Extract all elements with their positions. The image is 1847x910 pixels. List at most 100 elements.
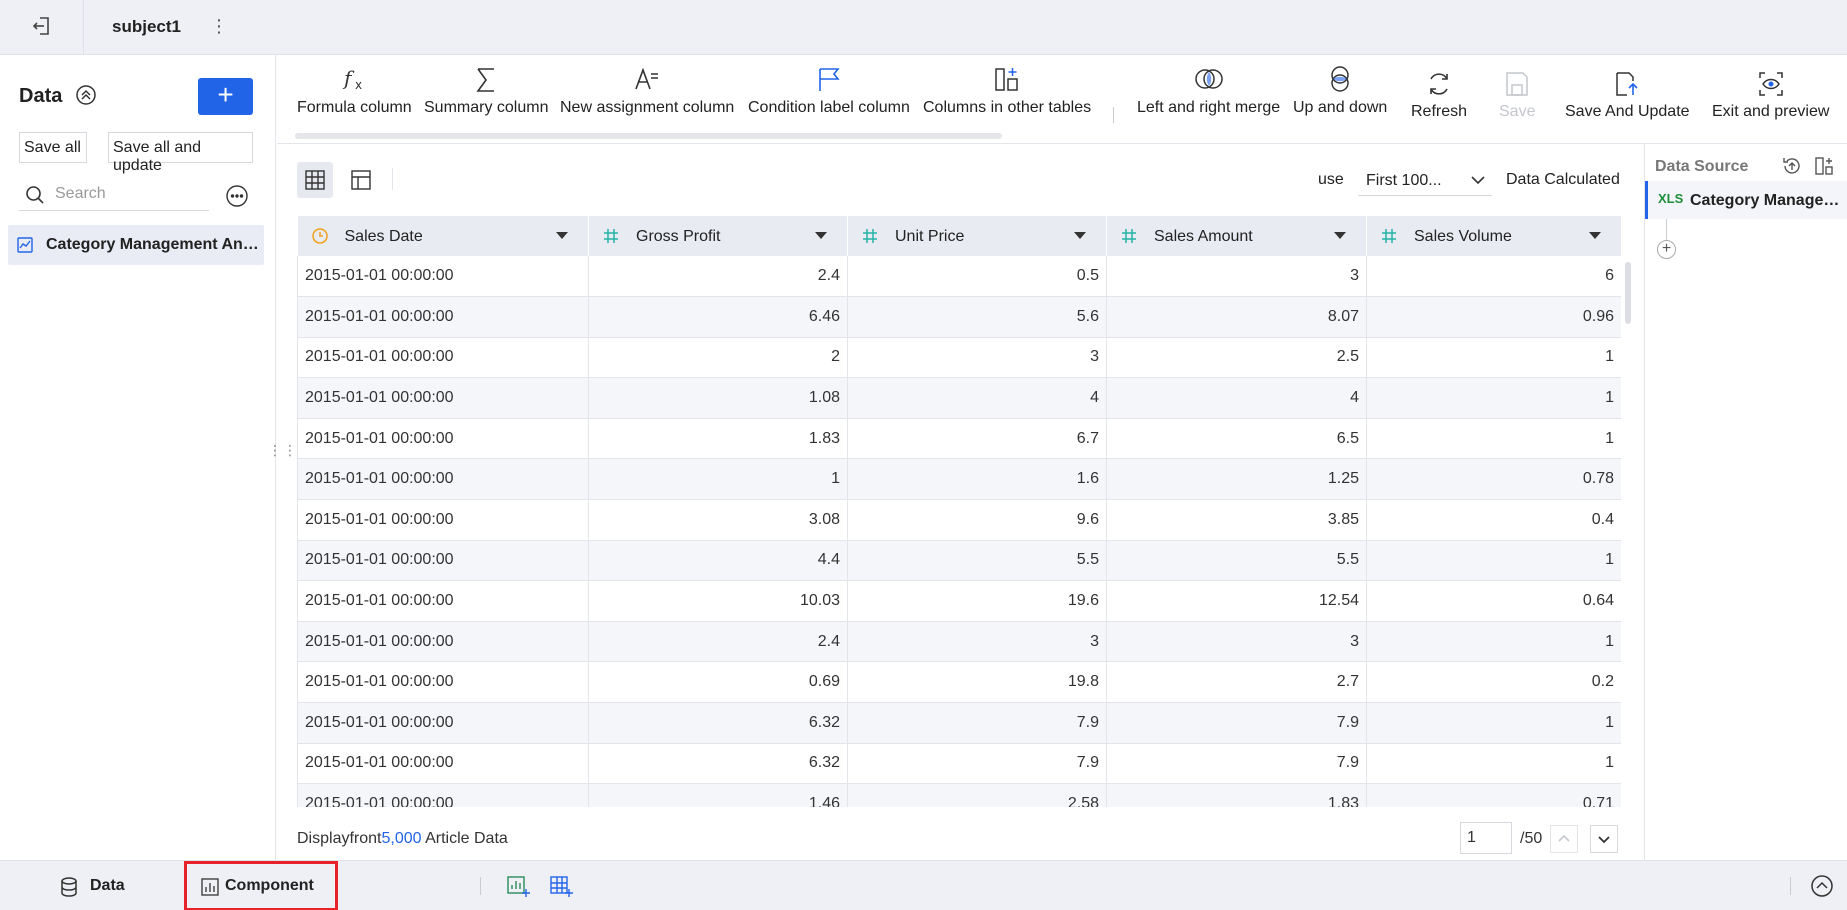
save-all-button[interactable]: Save all: [19, 132, 87, 163]
column-header-sales-volume[interactable]: Sales Volume: [1366, 216, 1621, 256]
sort-caret-icon[interactable]: [556, 232, 568, 239]
hash-icon: [1122, 229, 1136, 243]
add-column-icon: [995, 68, 1018, 91]
condition-label-column-button[interactable]: Condition label column: [748, 65, 910, 117]
grid-icon: [305, 170, 325, 190]
hash-icon: [604, 229, 618, 243]
table-cell: 2015-01-01 00:00:00: [297, 499, 589, 541]
sidebar-item-category-management[interactable]: Category Management Analysis: [8, 225, 264, 265]
data-source-heading: Data Source: [1655, 158, 1749, 175]
table-row: 2015-01-01 00:00:00 2 3 2.5 1: [297, 337, 1621, 379]
table-cell: 2.58: [847, 783, 1107, 807]
next-page-button[interactable]: [1590, 825, 1618, 853]
bar-chart-icon: [201, 878, 219, 896]
line-chart-icon: [17, 237, 33, 253]
toolbar-scrollbar[interactable]: [295, 133, 1002, 139]
grid-view-button[interactable]: [297, 162, 333, 198]
table-cell: 19.8: [847, 661, 1107, 704]
summary-column-button[interactable]: Summary column: [424, 65, 548, 117]
table-cell: 6.5: [1106, 418, 1367, 460]
bottom-bar: Data Component: [0, 860, 1847, 910]
page-total: /50: [1520, 830, 1543, 847]
left-and-right-merge-button[interactable]: Left and right merge: [1137, 65, 1280, 117]
chevron-down-icon: [1471, 176, 1485, 185]
table-cell: 4: [847, 377, 1107, 419]
table-cell: 5.5: [847, 540, 1107, 582]
table-cell: 1.46: [588, 783, 848, 807]
tab-component[interactable]: Component: [184, 861, 338, 910]
switch-source-icon[interactable]: [1813, 155, 1835, 177]
row-limit-select[interactable]: First 100...: [1358, 164, 1492, 196]
table-cell: 12.54: [1106, 580, 1367, 622]
table-cell: 7.9: [847, 702, 1107, 744]
tab-data[interactable]: Data: [50, 861, 150, 910]
refresh-button[interactable]: Refresh: [1411, 69, 1467, 121]
layout-icon: [351, 170, 371, 190]
sort-caret-icon[interactable]: [1334, 232, 1346, 239]
exit-and-preview-button[interactable]: Exit and preview: [1712, 69, 1829, 121]
collapse-up-icon[interactable]: [75, 84, 97, 106]
table-scrollbar[interactable]: [1625, 262, 1631, 324]
preview-icon: [1758, 72, 1783, 96]
add-source-icon[interactable]: +: [1657, 240, 1676, 259]
table-cell: 2015-01-01 00:00:00: [297, 702, 589, 744]
table-cell: 1: [1366, 418, 1621, 460]
connector-line: [1666, 219, 1667, 241]
sort-caret-icon[interactable]: [1589, 232, 1601, 239]
table-cell: 2015-01-01 00:00:00: [297, 661, 589, 704]
table-cell: 3.08: [588, 499, 848, 541]
table-row: 2015-01-01 00:00:00 1.08 4 4 1: [297, 377, 1621, 419]
sort-caret-icon[interactable]: [815, 232, 827, 239]
save-and-update-button[interactable]: Save And Update: [1565, 69, 1690, 121]
exit-icon[interactable]: [30, 14, 54, 38]
column-header-unit-price[interactable]: Unit Price: [847, 216, 1107, 256]
page-number-input[interactable]: [1460, 822, 1512, 854]
data-source-panel: Data Source XLS Category Management Anal…: [1644, 144, 1847, 860]
divider: [83, 0, 84, 55]
save-button[interactable]: Save: [1499, 69, 1535, 121]
search-box: [19, 179, 209, 211]
search-input[interactable]: [55, 183, 205, 205]
table-cell: 0.78: [1366, 458, 1621, 501]
column-header-sales-amount[interactable]: Sales Amount: [1106, 216, 1367, 256]
row-limit-value: First 100...: [1366, 172, 1442, 189]
toolbar-divider: [1113, 107, 1114, 123]
save-all-and-update-button[interactable]: Save all and update: [108, 132, 253, 174]
table-cell: 2015-01-01 00:00:00: [297, 418, 589, 460]
columns-in-other-tables-button[interactable]: Columns in other tables: [923, 65, 1091, 117]
use-label: use: [1318, 171, 1344, 188]
table-row: 2015-01-01 00:00:00 4.4 5.5 5.5 1: [297, 540, 1621, 582]
table-cell: 0.69: [588, 661, 848, 704]
table-cell: 2015-01-01 00:00:00: [297, 377, 589, 419]
data-source-item[interactable]: XLS Category Management Analysis: [1645, 181, 1847, 219]
add-chart-icon[interactable]: [506, 874, 530, 898]
svg-text:f: f: [342, 66, 355, 90]
table-cell: 1: [1366, 337, 1621, 379]
save-update-icon: [1616, 72, 1638, 96]
sort-caret-icon[interactable]: [1074, 232, 1086, 239]
more-options-icon[interactable]: [225, 184, 249, 208]
data-calculated-label: Data Calculated: [1506, 171, 1620, 188]
previous-page-button[interactable]: [1550, 825, 1578, 853]
add-data-button[interactable]: +: [198, 78, 253, 115]
more-vertical-icon[interactable]: ⋮: [210, 16, 228, 36]
table-cell: 10.03: [588, 580, 848, 622]
up-and-down-merge-button[interactable]: Up and down: [1293, 65, 1387, 117]
panel-resize-handle[interactable]: ⋮⋮: [268, 442, 298, 458]
table-cell: 1.6: [847, 458, 1107, 501]
replace-source-icon[interactable]: [1781, 155, 1803, 177]
table-row: 2015-01-01 00:00:00 6.46 5.6 8.07 0.96: [297, 296, 1621, 338]
row-count-info: Displayfront5,000 Article Data: [297, 830, 508, 848]
add-table-icon[interactable]: [549, 874, 573, 898]
table-cell: 1.25: [1106, 458, 1367, 501]
column-header-gross-profit[interactable]: Gross Profit: [588, 216, 848, 256]
expand-up-icon[interactable]: [1810, 874, 1834, 898]
table-row: 2015-01-01 00:00:00 2.4 0.5 3 6: [297, 256, 1621, 298]
column-header-sales-date[interactable]: Sales Date: [297, 216, 589, 256]
layout-view-button[interactable]: [343, 162, 379, 198]
new-assignment-column-button[interactable]: New assignment column: [560, 65, 734, 117]
table-cell: 2.7: [1106, 661, 1367, 704]
